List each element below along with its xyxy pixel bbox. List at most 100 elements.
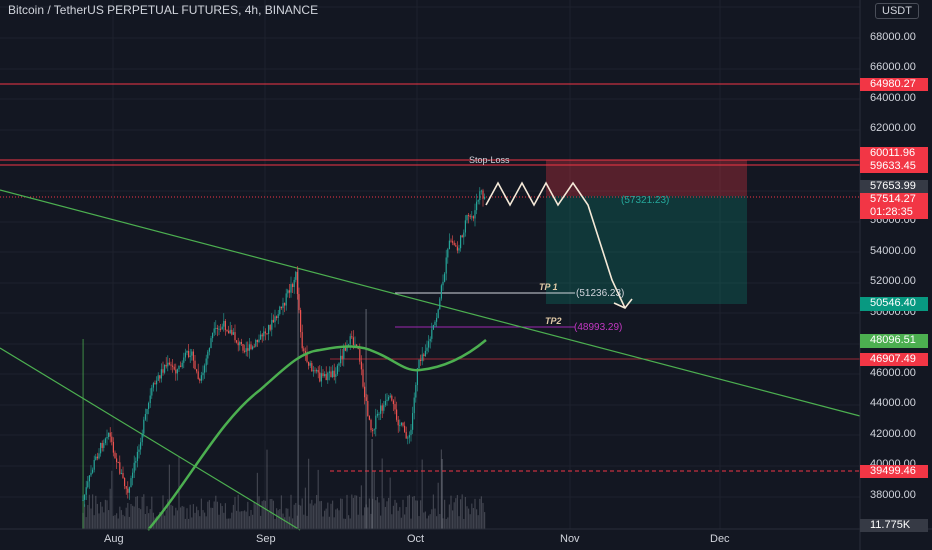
- volume-bar: [314, 503, 316, 529]
- stop-loss-zone[interactable]: [546, 160, 747, 196]
- candle-body: [404, 425, 406, 432]
- candle-body: [159, 375, 161, 379]
- volume-bar: [186, 508, 188, 529]
- volume-bar: [340, 498, 342, 529]
- volume-bar: [140, 509, 142, 529]
- candle-body: [136, 451, 138, 462]
- volume-bar: [484, 512, 486, 529]
- volume-bar: [95, 495, 97, 529]
- candle-body: [181, 362, 183, 367]
- volume-bar: [468, 508, 470, 529]
- candle-body: [325, 374, 327, 381]
- candle-body: [164, 364, 166, 373]
- volume-bar: [168, 464, 170, 529]
- volume-bar: [207, 501, 209, 529]
- candle-body: [162, 369, 164, 373]
- candle-body: [284, 303, 286, 306]
- stop-loss-label[interactable]: Stop-Loss: [469, 155, 510, 165]
- volume-bar: [312, 505, 314, 529]
- trend-line-upper[interactable]: [0, 189, 861, 417]
- volume-bar: [413, 496, 415, 529]
- candle-body: [311, 363, 313, 372]
- tp1-label[interactable]: TP 1: [539, 282, 558, 292]
- candle-body: [295, 272, 297, 280]
- volume-bar: [135, 496, 137, 529]
- volume-bar: [415, 500, 417, 529]
- candle-body: [132, 472, 134, 479]
- volume-bar: [424, 511, 426, 529]
- volume-bar: [258, 496, 260, 529]
- candle-body: [386, 399, 388, 401]
- candle-body: [304, 351, 306, 354]
- volume-bar: [303, 514, 305, 529]
- volume-bar: [354, 495, 356, 529]
- volume-bar: [159, 512, 161, 529]
- volume-bar: [405, 507, 407, 529]
- currency-selector[interactable]: USDT: [875, 3, 919, 19]
- candle-body: [452, 241, 454, 243]
- volume-bar: [103, 512, 105, 529]
- candle-body: [276, 316, 278, 319]
- candle-body: [205, 358, 207, 366]
- volume-bar: [397, 510, 399, 529]
- candle-body: [119, 462, 121, 474]
- projection-path[interactable]: [485, 181, 626, 309]
- trend-line-lower[interactable]: [0, 347, 301, 531]
- level-badge-39499: 39499.46: [860, 465, 928, 478]
- time-tick: Nov: [560, 533, 580, 545]
- candle-body: [232, 332, 234, 335]
- volume-bar: [245, 511, 247, 529]
- price-tick: 68000.00: [870, 31, 916, 43]
- volume-bar: [272, 500, 274, 529]
- candle-body: [357, 347, 359, 350]
- volume-bar: [152, 512, 154, 529]
- volume-bar: [124, 516, 126, 529]
- candle-body: [242, 343, 244, 351]
- candle-body: [474, 210, 476, 219]
- candle-body: [263, 331, 265, 337]
- candle-body: [143, 419, 145, 434]
- volume-bar: [380, 515, 382, 529]
- volume-bar: [450, 495, 452, 529]
- volume-bar: [261, 501, 263, 529]
- candle-body: [82, 499, 84, 501]
- candle-body: [442, 281, 444, 286]
- volume-bar: [256, 472, 258, 529]
- volume-bar: [144, 513, 146, 529]
- price-tick: 46000.00: [870, 367, 916, 379]
- volume-bar: [127, 503, 129, 529]
- volume-bar: [112, 515, 114, 529]
- volume-bar: [234, 496, 236, 529]
- volume-bar: [288, 516, 290, 529]
- candle-body: [458, 248, 460, 251]
- candle-body: [424, 350, 426, 357]
- candle-body: [344, 347, 346, 351]
- volume-bar: [426, 518, 428, 529]
- candle-body: [448, 240, 450, 250]
- candle-body: [482, 190, 484, 199]
- volume-bar: [469, 514, 471, 529]
- candle-body: [428, 341, 430, 348]
- volume-bar: [335, 509, 337, 529]
- candle-body: [96, 456, 98, 459]
- candle-body: [88, 475, 90, 482]
- volume-bar: [228, 518, 230, 529]
- volume-bar: [378, 502, 380, 529]
- volume-bar: [116, 513, 118, 529]
- volume-bar: [436, 516, 438, 529]
- candle-body: [101, 442, 103, 448]
- candle-body: [268, 325, 270, 335]
- tp2-label[interactable]: TP2: [545, 316, 562, 326]
- take-profit-zone[interactable]: [546, 196, 747, 304]
- candle-body: [95, 456, 97, 460]
- volume-bar: [376, 496, 378, 529]
- volume-bar: [216, 501, 218, 529]
- volume-bar: [205, 516, 207, 529]
- candle-body: [256, 340, 258, 343]
- volume-bar: [330, 503, 332, 529]
- price-tick: 52000.00: [870, 275, 916, 287]
- volume-bar: [151, 496, 153, 529]
- volume-bar: [327, 502, 329, 529]
- volume-bar: [317, 469, 319, 529]
